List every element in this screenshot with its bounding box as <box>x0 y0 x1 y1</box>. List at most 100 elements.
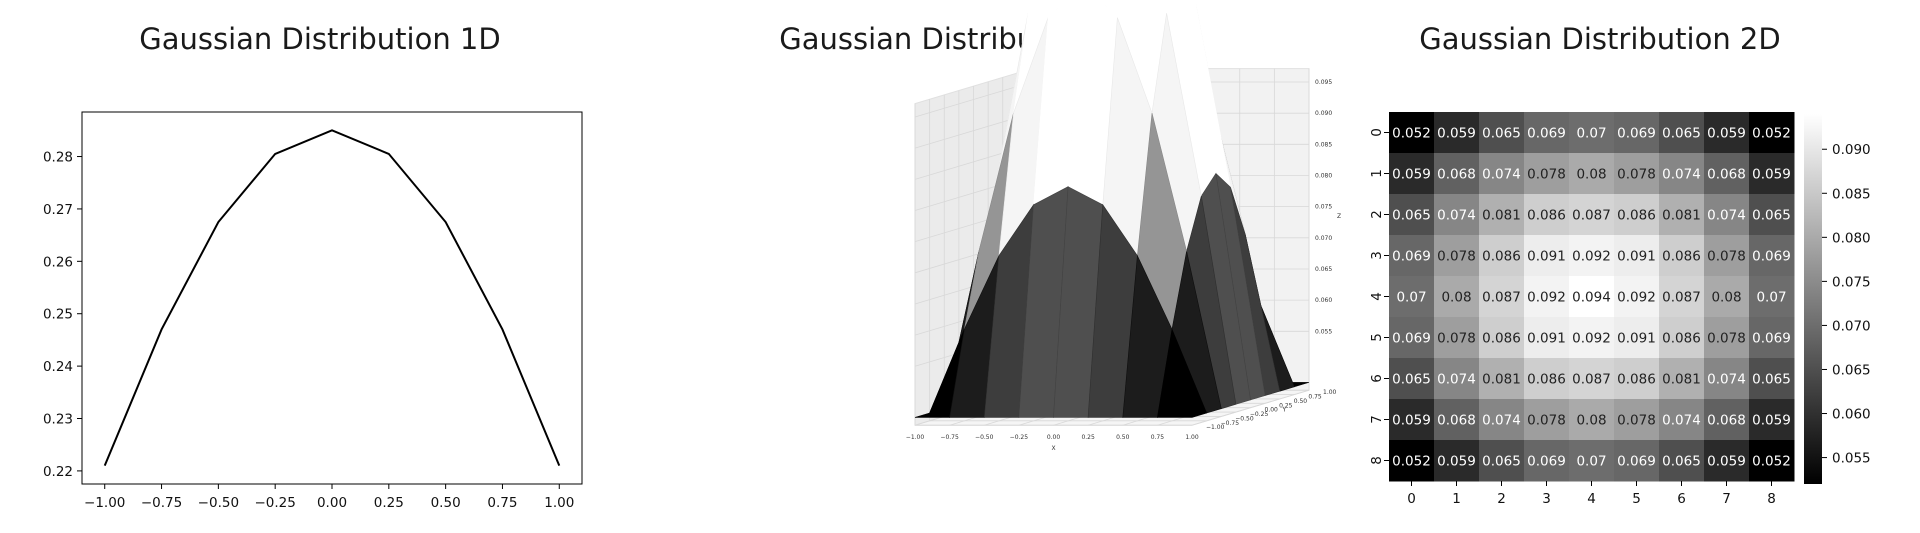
z-tick-label: 0.075 <box>1315 204 1332 211</box>
cell-label: 0.059 <box>1752 167 1791 183</box>
x-tick-label: −0.50 <box>975 434 994 441</box>
y-tick-label: 0.25 <box>43 307 73 323</box>
plot-frame <box>81 111 583 485</box>
heatmap-cell <box>1749 235 1795 277</box>
heatmap-panel: Gaussian Distribution 2D 0.052 0.059 0.065… <box>1280 0 1920 533</box>
heatmap-cell <box>1479 194 1525 236</box>
heatmap-cell <box>1434 358 1480 400</box>
heatmap-cell <box>1659 358 1705 400</box>
heatmap-cell <box>1524 153 1570 195</box>
cell-label: 0.065 <box>1482 454 1521 470</box>
cell-label: 0.065 <box>1662 454 1701 470</box>
x-tick-label: 0.50 <box>1116 434 1130 441</box>
z-axis-label: Z <box>1337 213 1341 220</box>
heatmap-cell <box>1479 235 1525 277</box>
heatmap-cell <box>1479 276 1525 318</box>
cell-label: 0.069 <box>1392 331 1431 347</box>
x-tick-label: 0.25 <box>1081 434 1095 441</box>
heatmap-cell <box>1749 399 1795 441</box>
heatmap-cell <box>1434 317 1480 359</box>
y-tick-label: 0.27 <box>43 202 73 218</box>
y-tick-label: −0.25 <box>1250 411 1269 418</box>
surface-face <box>1157 328 1208 418</box>
x-tick-label: 1.00 <box>1185 434 1199 441</box>
heatmap-cell <box>1389 440 1435 482</box>
heatmap-cell <box>1614 276 1660 318</box>
heatmap-cell <box>1434 399 1480 441</box>
cell-label: 0.069 <box>1752 249 1791 265</box>
x-tick-label: −0.25 <box>1010 434 1029 441</box>
line-chart-title: Gaussian Distribution 1D <box>139 22 501 56</box>
cell-label: 0.078 <box>1707 331 1746 347</box>
y-tick-label: 0.00 <box>1265 407 1279 414</box>
cell-label: 0.059 <box>1437 126 1476 142</box>
heatmap-cell <box>1569 235 1615 277</box>
y-tick-label: 0.28 <box>43 150 73 166</box>
y-tick-label: 2 <box>1369 210 1385 219</box>
heatmap-cell <box>1659 235 1705 277</box>
heatmap-cell <box>1524 440 1570 482</box>
cell-label: 0.08 <box>1711 290 1741 306</box>
x-tick-label: −0.50 <box>198 495 239 511</box>
heatmap-cell <box>1569 317 1615 359</box>
heatmap-cell <box>1569 112 1615 154</box>
heatmap-cell <box>1434 235 1480 277</box>
heatmap-title: Gaussian Distribution 2D <box>1419 22 1781 56</box>
heatmap-cell <box>1524 194 1570 236</box>
cell-label: 0.078 <box>1707 249 1746 265</box>
cell-label: 0.069 <box>1617 454 1656 470</box>
cell-label: 0.052 <box>1392 126 1431 142</box>
heatmap-cell <box>1389 112 1435 154</box>
x-tick-label: 0.50 <box>431 495 461 511</box>
heatmap-cell <box>1704 440 1750 482</box>
colorbar-tick-label: 0.070 <box>1832 318 1871 334</box>
y-tick-label: 1 <box>1369 169 1385 178</box>
cell-label: 0.087 <box>1482 290 1521 306</box>
colorbar-tick-label: 0.060 <box>1832 407 1871 423</box>
cell-label: 0.059 <box>1392 167 1431 183</box>
y-tick-label: 1.00 <box>1323 389 1337 396</box>
cell-label: 0.08 <box>1441 290 1471 306</box>
y-tick-label: 0.26 <box>43 254 73 270</box>
y-tick-label: 7 <box>1369 415 1385 424</box>
heatmap-cell <box>1569 276 1615 318</box>
heatmap-cell <box>1524 112 1570 154</box>
x-tick-label: 0.00 <box>1047 434 1061 441</box>
heatmap-cell <box>1749 194 1795 236</box>
x-tick-label: 4 <box>1587 491 1596 507</box>
heatmap-chart: 0.052 0.059 0.065 0.069 0.07 0.069 0.065 0.059 0… <box>1369 112 1871 507</box>
heatmap-cell <box>1569 399 1615 441</box>
heatmap-cell <box>1614 112 1660 154</box>
y-tick-label: 8 <box>1369 456 1385 465</box>
heatmap-cell <box>1524 399 1570 441</box>
cell-label: 0.074 <box>1662 413 1701 429</box>
cell-label: 0.081 <box>1482 372 1521 388</box>
x-tick-label: 1 <box>1452 491 1461 507</box>
surface-chart-panel: Gaussian Distribution 3D −1.00 −0.75 −0.50… <box>640 0 1341 533</box>
x-tick-label: 0.25 <box>374 495 404 511</box>
y-tick-label: 6 <box>1369 374 1385 383</box>
heatmap-cell <box>1389 358 1435 400</box>
x-tick-label: 0.75 <box>487 495 517 511</box>
cell-label: 0.081 <box>1662 208 1701 224</box>
surface-face <box>1162 0 1172 15</box>
cell-label: 0.074 <box>1437 372 1476 388</box>
heatmap-cell <box>1569 194 1615 236</box>
heatmap-cell <box>1479 112 1525 154</box>
cell-label: 0.069 <box>1617 126 1656 142</box>
y-axis-label: Y <box>1282 407 1287 414</box>
y-tick-label: 4 <box>1369 292 1385 301</box>
heatmap-cell <box>1614 358 1660 400</box>
cell-label: 0.081 <box>1482 208 1521 224</box>
cell-label: 0.074 <box>1437 208 1476 224</box>
z-tick-label: 0.070 <box>1315 235 1332 242</box>
heatmap-cell <box>1524 235 1570 277</box>
x-tick-label: 6 <box>1677 491 1686 507</box>
cell-label: 0.086 <box>1527 208 1566 224</box>
heatmap-cell <box>1659 112 1705 154</box>
colorbar-tick-label: 0.055 <box>1832 451 1871 467</box>
floor-grid-line <box>1191 389 1310 426</box>
cell-label: 0.074 <box>1482 413 1521 429</box>
cell-label: 0.092 <box>1572 331 1611 347</box>
line-chart-panel: Gaussian Distribution 1D −1.00 −0.75 −0.50… <box>0 0 640 533</box>
